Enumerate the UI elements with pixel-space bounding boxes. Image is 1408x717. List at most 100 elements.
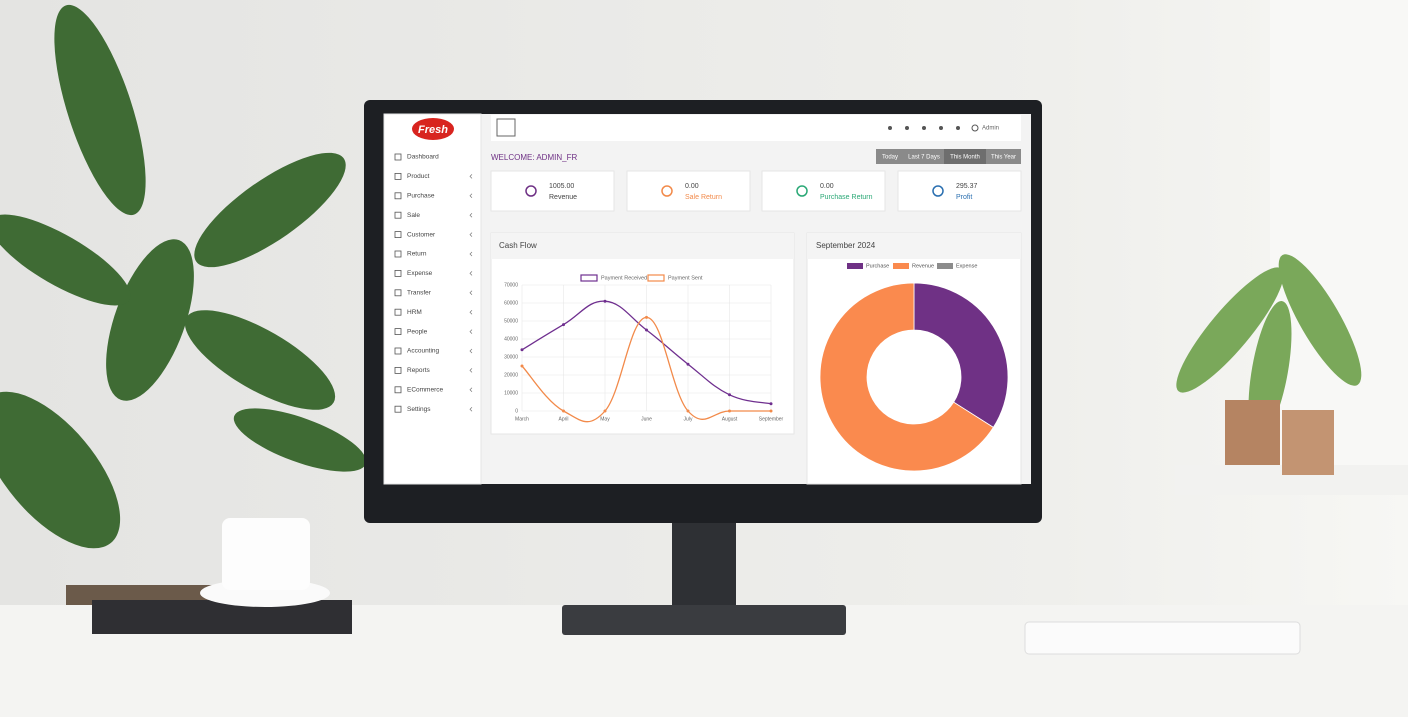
data-point — [520, 364, 524, 368]
menu-item[interactable]: Purchase — [407, 193, 435, 200]
filter-button[interactable] — [876, 149, 904, 164]
legend-label: Purchase — [866, 263, 889, 269]
menu-arrow — [469, 271, 473, 276]
mug — [222, 518, 310, 590]
menu-item[interactable]: ECommerce — [407, 387, 444, 394]
menu-item[interactable]: Dashboard — [407, 154, 439, 161]
window — [1270, 0, 1408, 470]
filter-label[interactable]: Last 7 Days — [908, 155, 940, 161]
chart-title: Cash Flow — [499, 241, 537, 250]
data-point — [728, 409, 731, 413]
menu-item[interactable]: Return — [407, 251, 427, 258]
filter-button[interactable] — [986, 149, 1021, 164]
pot-right — [1225, 400, 1280, 465]
data-point — [520, 348, 524, 352]
card-label: Profit — [956, 194, 972, 201]
menu-icon — [394, 366, 402, 374]
data-point — [686, 362, 690, 366]
menu-item[interactable]: Transfer — [407, 290, 432, 297]
plant-left — [0, 4, 367, 549]
card-value: 0.00 — [685, 183, 699, 190]
panel-header — [807, 233, 1021, 259]
menu-icon — [394, 405, 402, 413]
pie-slice — [913, 282, 1009, 428]
card-value: 0.00 — [820, 183, 834, 190]
menu-arrow — [469, 251, 473, 257]
logo-badge — [412, 118, 454, 140]
welcome: WELCOME: ADMIN_FR — [491, 153, 577, 162]
filter-button[interactable] — [944, 149, 986, 164]
legend-swatch — [847, 263, 863, 269]
menu-button[interactable] — [496, 118, 516, 137]
y-tick-label: 10000 — [504, 390, 518, 396]
x-tick-label: June — [641, 416, 652, 422]
panel-header — [491, 233, 794, 259]
menu-arrow — [469, 329, 473, 334]
data-point — [562, 323, 565, 327]
menu-arrow — [469, 406, 473, 412]
y-tick-label: 20000 — [504, 372, 518, 378]
legend-label: Expense — [956, 263, 977, 269]
menu-icon — [394, 231, 402, 239]
top-bar — [491, 115, 1021, 141]
menu-item[interactable]: Reports — [407, 367, 431, 374]
y-tick-label: 40000 — [504, 336, 518, 342]
menu-icon — [394, 308, 402, 316]
menu-item[interactable]: Product — [407, 173, 430, 180]
y-tick-label: 60000 — [504, 300, 518, 306]
stat-card — [626, 170, 751, 212]
legend-label: Payment Received — [601, 275, 647, 281]
data-point — [769, 402, 773, 406]
menu-item[interactable]: Sale — [407, 212, 420, 219]
stat-card — [897, 170, 1022, 212]
stat-card — [490, 170, 615, 212]
menu-arrow — [469, 348, 473, 354]
menu-item[interactable]: Accounting — [407, 348, 440, 355]
filter-label[interactable]: Today — [882, 155, 898, 161]
menu-icon — [394, 192, 402, 200]
legend-label: Payment Sent — [668, 275, 703, 281]
card-value: 295.37 — [956, 183, 978, 190]
sidebar — [383, 113, 482, 485]
keyboard — [1024, 621, 1301, 655]
legend-swatch — [580, 274, 598, 282]
data-point — [562, 409, 565, 413]
data-point — [645, 328, 648, 332]
filter-label[interactable]: This Month — [950, 155, 980, 161]
menu-arrow — [469, 290, 473, 296]
card-value: 1005.00 — [549, 183, 574, 190]
data-point — [769, 409, 773, 413]
data-point — [603, 409, 607, 413]
menu-item[interactable]: Customer — [407, 231, 436, 238]
filter-label[interactable]: This Year — [991, 155, 1016, 161]
menu-item[interactable]: Settings — [407, 406, 431, 413]
user-name[interactable]: Admin — [982, 126, 999, 132]
menu-item[interactable]: People — [407, 328, 428, 335]
menu-item[interactable]: Expense — [407, 270, 433, 277]
filter-button[interactable] — [904, 149, 944, 164]
card-icon — [525, 185, 537, 197]
chart-title: September 2024 — [816, 241, 876, 250]
card-label: Revenue — [549, 194, 577, 201]
menu-arrow — [469, 368, 473, 373]
toolbar-icons — [888, 126, 960, 130]
menu-arrow — [469, 193, 473, 199]
monitor-stand — [672, 520, 736, 612]
menu-arrow — [469, 212, 473, 218]
data-point — [603, 299, 607, 303]
menu-icon — [394, 347, 402, 355]
notebook — [92, 600, 352, 634]
menu-arrow — [469, 174, 473, 179]
menu-icon — [394, 153, 402, 161]
card-label: Purchase Return — [820, 194, 873, 201]
card-icon — [932, 185, 944, 197]
legend-swatch — [893, 263, 909, 269]
data-point — [728, 393, 731, 397]
menu-arrow — [469, 387, 473, 393]
x-tick-label: August — [722, 416, 738, 422]
legend-swatch — [647, 274, 665, 282]
x-tick-label: March — [515, 416, 529, 422]
menu-item[interactable]: HRM — [407, 309, 422, 316]
y-tick-label: 30000 — [504, 354, 518, 360]
